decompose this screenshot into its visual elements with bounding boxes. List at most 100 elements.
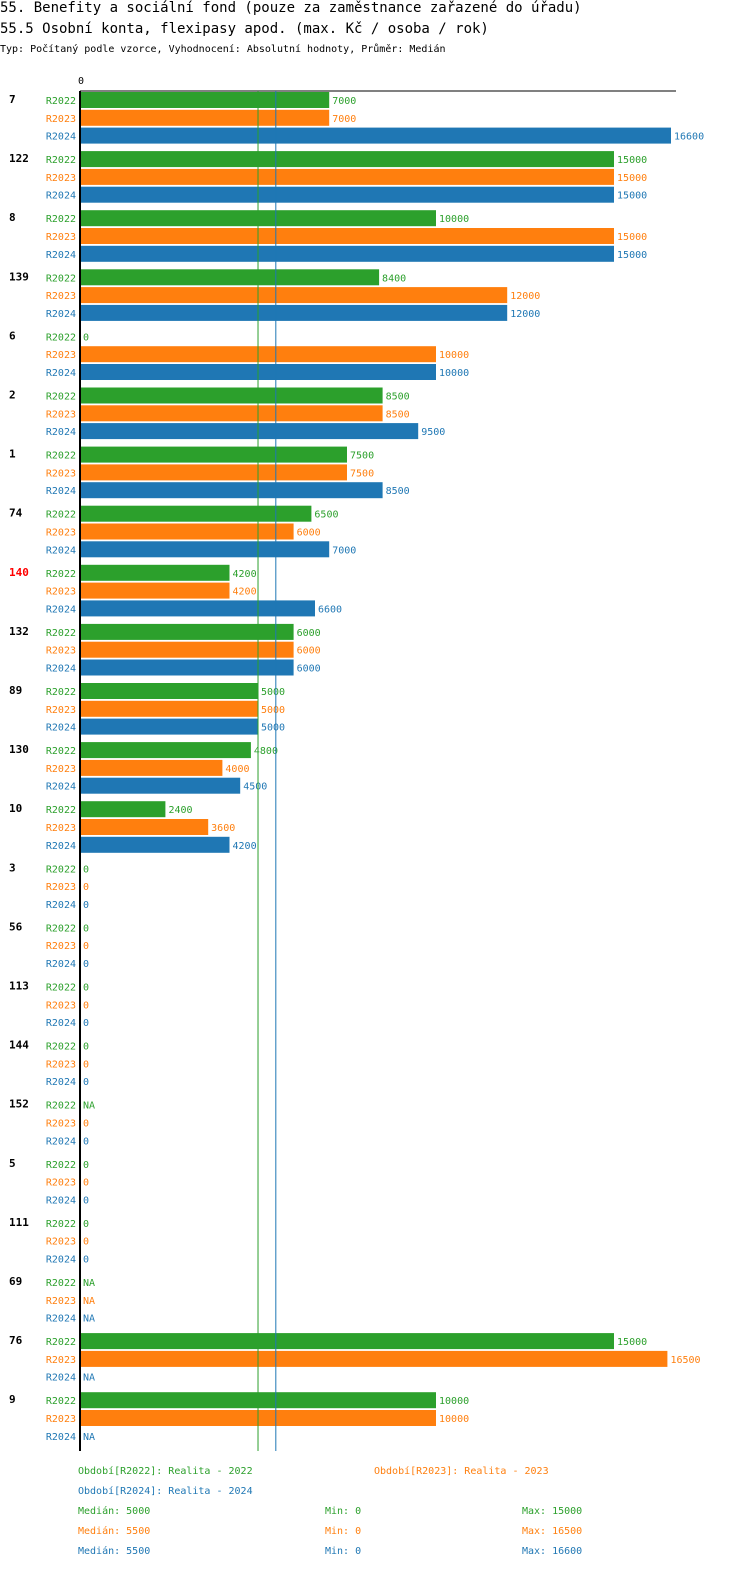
series-label: R2023: [46, 764, 76, 775]
series-label: R2024: [46, 1373, 76, 1384]
bar: [80, 151, 614, 168]
value-label: 15000: [617, 173, 647, 184]
series-label: R2024: [46, 664, 76, 675]
value-label: 0: [83, 882, 89, 893]
chart-subtitle: 55.5 Osobní konta, flexipasy apod. (max.…: [0, 21, 489, 37]
bar: [80, 92, 330, 108]
series-label: R2023: [46, 1000, 76, 1011]
x-tick-label: 0: [78, 76, 84, 87]
value-label: 0: [83, 1195, 89, 1206]
value-label: 0: [83, 983, 89, 994]
value-label: 7000: [332, 96, 356, 107]
value-label: 0: [83, 900, 89, 911]
value-label: 7500: [350, 451, 374, 462]
category-label: 111: [9, 1216, 29, 1229]
bar: [80, 269, 380, 286]
value-label: 8500: [386, 409, 410, 420]
value-label: 4200: [233, 841, 257, 852]
series-label: R2023: [46, 1237, 76, 1248]
legend-period-r2024: Období[R2024]: Realita - 2024: [78, 1486, 253, 1497]
category-label: 76: [9, 1334, 23, 1347]
series-label: R2023: [46, 528, 76, 539]
value-label: 6600: [318, 604, 342, 615]
series-label: R2024: [46, 1077, 76, 1088]
series-label: R2022: [46, 864, 76, 875]
bar: [80, 245, 614, 262]
series-label: R2022: [46, 1337, 76, 1348]
category-label: 7: [9, 93, 16, 106]
bar: [80, 446, 347, 463]
category-label: 3: [9, 861, 16, 874]
series-label: R2022: [46, 983, 76, 994]
chart-type-note: Typ: Počítaný podle vzorce, Vyhodnocení:…: [0, 44, 446, 55]
series-label: R2024: [46, 604, 76, 615]
value-label: 9500: [421, 427, 445, 438]
value-label: 0: [83, 1237, 89, 1248]
series-label: R2023: [46, 350, 76, 361]
value-label: 0: [83, 1119, 89, 1130]
value-label: 0: [83, 1160, 89, 1171]
series-label: R2022: [46, 1396, 76, 1407]
category-label: 74: [9, 507, 23, 520]
category-label: 1: [9, 448, 16, 461]
bar: [80, 742, 251, 759]
value-label: 12000: [510, 291, 540, 302]
bar: [80, 777, 241, 794]
series-label: R2023: [46, 173, 76, 184]
series-label: R2023: [46, 882, 76, 893]
series-label: R2024: [46, 841, 76, 852]
legend-min-r2022: Min: 0: [325, 1506, 362, 1517]
series-label: R2023: [46, 823, 76, 834]
value-label: 12000: [510, 309, 540, 320]
value-label: 6500: [314, 510, 338, 521]
bar: [80, 405, 383, 422]
series-label: R2022: [46, 1278, 76, 1289]
series-label: R2023: [46, 232, 76, 243]
value-label: 6000: [297, 664, 321, 675]
value-label: 8500: [386, 392, 410, 403]
series-label: R2024: [46, 1255, 76, 1266]
value-label: 10000: [439, 1414, 469, 1425]
series-label: R2022: [46, 332, 76, 343]
bar: [80, 387, 383, 404]
value-label: 0: [83, 332, 89, 343]
series-label: R2023: [46, 409, 76, 420]
bar: [80, 819, 209, 835]
value-label: 5000: [261, 705, 285, 716]
value-label: 0: [83, 1178, 89, 1189]
bar: [80, 683, 258, 699]
series-label: R2022: [46, 1101, 76, 1112]
series-label: R2024: [46, 309, 76, 320]
bar: [80, 718, 258, 735]
value-label: 15000: [617, 155, 647, 166]
value-label: 8400: [382, 273, 406, 284]
value-label: 4200: [233, 587, 257, 598]
legend-period-r2022: Období[R2022]: Realita - 2022: [78, 1466, 253, 1477]
series-label: R2023: [46, 1296, 76, 1307]
value-label: 0: [83, 1219, 89, 1230]
value-label: 0: [83, 1018, 89, 1029]
series-label: R2024: [46, 191, 76, 202]
series-label: R2022: [46, 155, 76, 166]
value-label: 15000: [617, 250, 647, 261]
series-label: R2024: [46, 132, 76, 143]
series-label: R2023: [46, 1178, 76, 1189]
value-label: 10000: [439, 368, 469, 379]
series-label: R2024: [46, 1314, 76, 1325]
value-label: 0: [83, 1042, 89, 1053]
bar: [80, 186, 614, 203]
value-label: 10000: [439, 214, 469, 225]
bar: [80, 168, 614, 185]
value-label: 0: [83, 1077, 89, 1088]
series-label: R2022: [46, 273, 76, 284]
series-label: R2023: [46, 646, 76, 657]
bar: [80, 228, 614, 244]
category-label: 6: [9, 329, 16, 342]
legend-max-r2024: Max: 16600: [522, 1546, 583, 1557]
bar: [80, 464, 347, 481]
series-label: R2024: [46, 368, 76, 379]
category-label: 5: [9, 1157, 16, 1170]
value-label: 0: [83, 1000, 89, 1011]
series-label: R2024: [46, 427, 76, 438]
series-label: R2022: [46, 805, 76, 816]
